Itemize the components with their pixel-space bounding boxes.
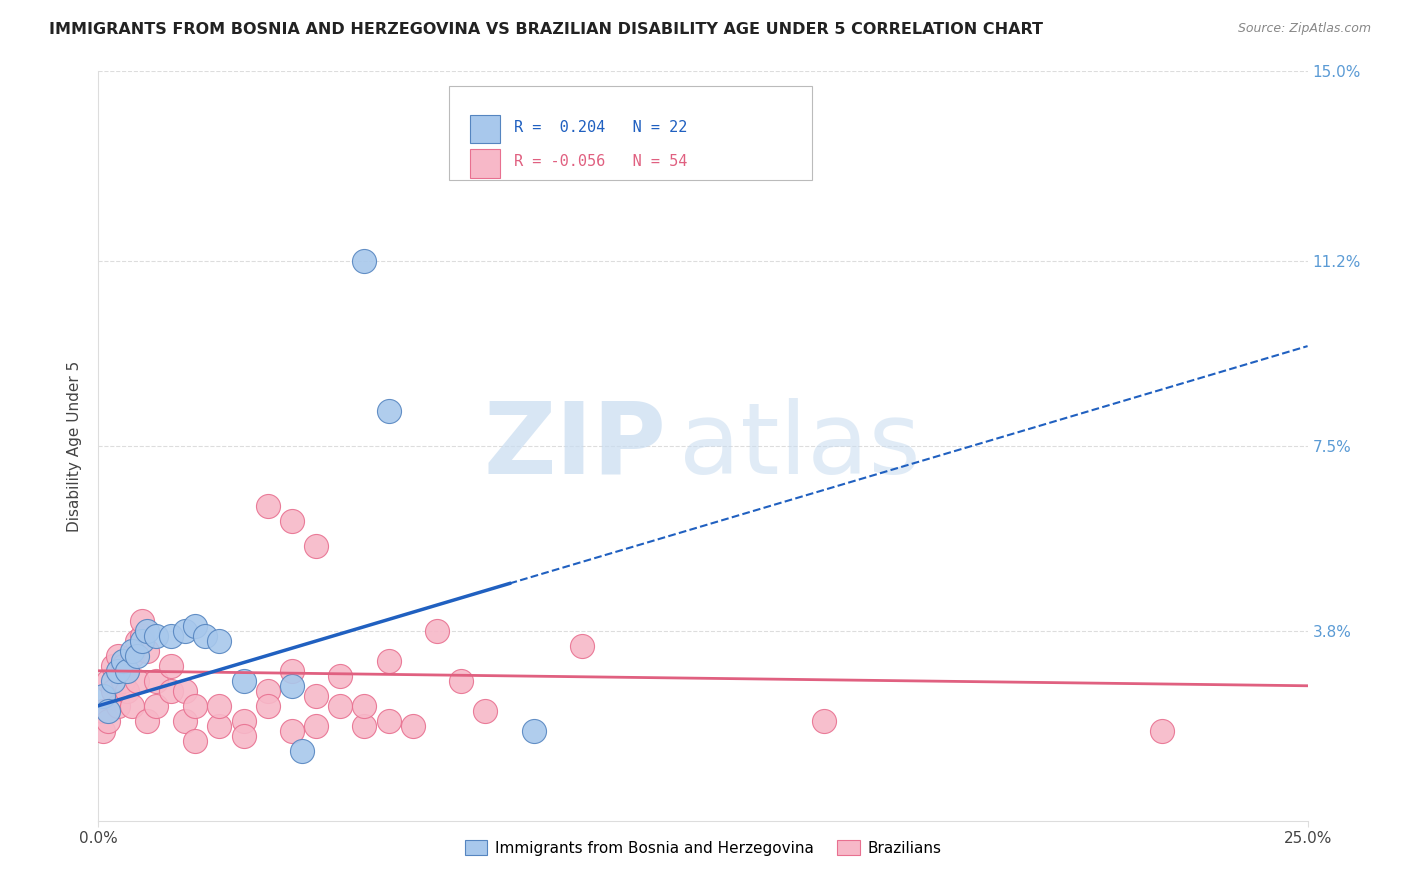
Point [111,673,134,688]
Point [97,704,120,718]
Point [281,664,304,678]
Point [426,624,449,638]
Point [101,683,124,698]
Point [329,698,352,713]
Text: ZIP: ZIP [484,398,666,494]
Point [281,679,304,693]
Point [117,683,139,698]
Legend: Immigrants from Bosnia and Herzegovina, Brazilians: Immigrants from Bosnia and Herzegovina, … [458,833,948,862]
Point [450,673,472,688]
Point [353,719,375,733]
Point [184,733,207,747]
Point [208,719,231,733]
Point [256,698,278,713]
Point [101,673,124,688]
Point [290,744,312,758]
Point [145,673,167,688]
Point [135,624,157,638]
Point [127,633,149,648]
Point [117,664,139,678]
Text: R =  0.204   N = 22: R = 0.204 N = 22 [515,120,688,135]
Text: Source: ZipAtlas.com: Source: ZipAtlas.com [1237,22,1371,36]
Point [474,704,496,718]
Point [353,698,375,713]
Point [305,719,328,733]
Point [131,614,153,628]
Point [377,404,399,418]
Point [208,698,231,713]
Point [281,514,304,528]
Bar [470,149,501,178]
Point [117,664,139,678]
Point [135,644,157,658]
Point [160,629,183,643]
Text: atlas: atlas [679,398,921,494]
Point [121,698,143,713]
Point [184,619,207,633]
Point [145,629,167,643]
Point [256,499,278,513]
Point [305,539,328,553]
Point [160,683,183,698]
Point [111,658,134,673]
Point [127,648,149,663]
Point [377,654,399,668]
Point [145,698,167,713]
Point [97,673,120,688]
Point [353,254,375,268]
Point [256,683,278,698]
Point [121,644,143,658]
Point [174,714,197,728]
Point [91,704,114,718]
Point [174,624,197,638]
Point [571,639,593,653]
Point [174,683,197,698]
Point [121,648,143,663]
Point [329,669,352,683]
Point [194,629,217,643]
Point [91,723,114,738]
Point [107,664,129,678]
Point [131,629,153,643]
Point [377,714,399,728]
Point [232,673,254,688]
Bar [470,115,501,143]
Point [97,714,120,728]
Point [111,654,134,668]
Point [160,658,183,673]
Y-axis label: Disability Age Under 5: Disability Age Under 5 [67,360,83,532]
Point [523,723,546,738]
Point [1152,723,1174,738]
Point [135,714,157,728]
Point [305,689,328,703]
Point [232,729,254,743]
FancyBboxPatch shape [449,87,811,180]
Point [127,673,149,688]
Point [402,719,425,733]
Text: R = -0.056   N = 54: R = -0.056 N = 54 [515,154,688,169]
Point [107,698,129,713]
Point [184,698,207,713]
Point [813,714,835,728]
Text: IMMIGRANTS FROM BOSNIA AND HERZEGOVINA VS BRAZILIAN DISABILITY AGE UNDER 5 CORRE: IMMIGRANTS FROM BOSNIA AND HERZEGOVINA V… [49,22,1043,37]
Point [101,658,124,673]
Point [91,689,114,703]
Point [281,723,304,738]
Point [107,648,129,663]
Point [131,633,153,648]
Point [208,633,231,648]
Point [232,714,254,728]
